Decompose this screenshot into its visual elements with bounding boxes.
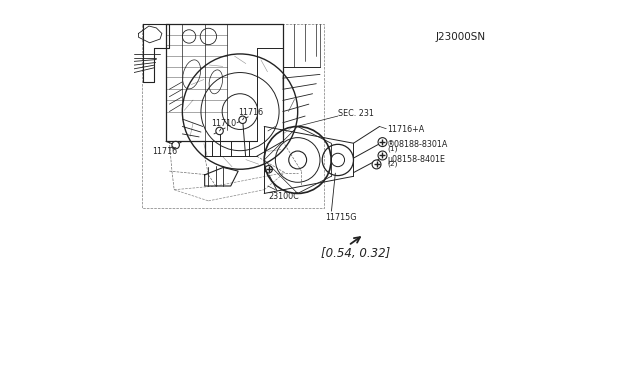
Circle shape (372, 160, 381, 169)
Circle shape (378, 138, 387, 147)
Text: ®08188-8301A: ®08188-8301A (387, 140, 449, 149)
Text: 11710: 11710 (211, 119, 237, 128)
Text: [0.54, 0.32]: [0.54, 0.32] (321, 247, 390, 260)
Circle shape (216, 127, 223, 135)
Text: SEC. 231: SEC. 231 (338, 109, 374, 118)
Text: 11716: 11716 (238, 108, 263, 117)
Text: 11716: 11716 (152, 147, 178, 156)
Text: (2): (2) (387, 160, 397, 167)
Text: µ08158-8401E: µ08158-8401E (387, 155, 445, 164)
Circle shape (172, 141, 179, 149)
Text: 11715G: 11715G (326, 213, 357, 222)
Text: J23000SN: J23000SN (435, 32, 486, 42)
Circle shape (239, 116, 246, 124)
Text: (1): (1) (387, 145, 397, 152)
Circle shape (378, 151, 387, 160)
Text: 23100C: 23100C (268, 192, 299, 201)
Text: 11716+A: 11716+A (387, 125, 424, 134)
